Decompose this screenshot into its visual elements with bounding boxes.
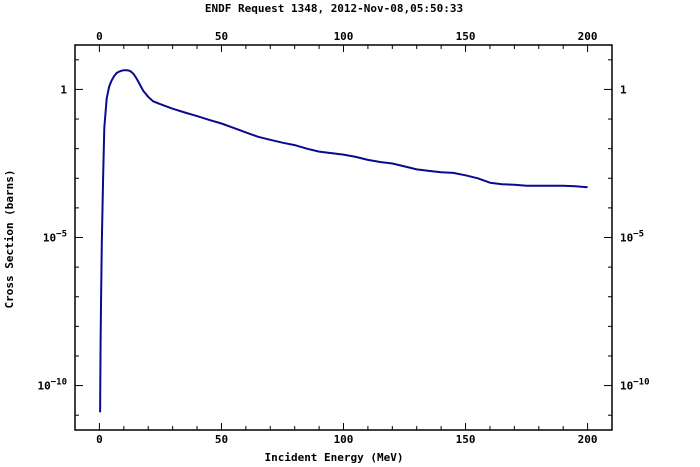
- y-axis-title: Cross Section (barns): [3, 169, 16, 308]
- x-tick-label-top: 200: [578, 30, 598, 43]
- x-tick-label: 100: [334, 433, 354, 446]
- x-tick-label: 0: [96, 433, 103, 446]
- x-tick-label-top: 50: [215, 30, 228, 43]
- y-tick-label-right: 10−5: [620, 230, 644, 245]
- series-line: [99, 69, 588, 413]
- y-tick-label: 1: [60, 83, 67, 96]
- chart-title: ENDF Request 1348, 2012-Nov-08,05:50:33: [205, 2, 463, 15]
- x-tick-label-top: 150: [456, 30, 476, 43]
- x-tick-label-top: 100: [334, 30, 354, 43]
- x-axis-title: Incident Energy (MeV): [264, 451, 403, 464]
- x-tick-label-top: 0: [96, 30, 103, 43]
- x-tick-label: 200: [578, 433, 598, 446]
- axis-tick-labels: 0 0 50 50 100 100 150 150 200 200 1 1 10−5 10−5 10−10 1…: [37, 30, 649, 446]
- y-tick-label-right: 1: [620, 83, 627, 96]
- y-tick-label-right: 10−10: [620, 378, 650, 393]
- x-tick-label: 50: [215, 433, 228, 446]
- y-tick-label: 10−10: [37, 378, 67, 393]
- axis-ticks: [74, 45, 613, 430]
- x-tick-label: 150: [456, 433, 476, 446]
- y-tick-label: 10−5: [43, 230, 67, 245]
